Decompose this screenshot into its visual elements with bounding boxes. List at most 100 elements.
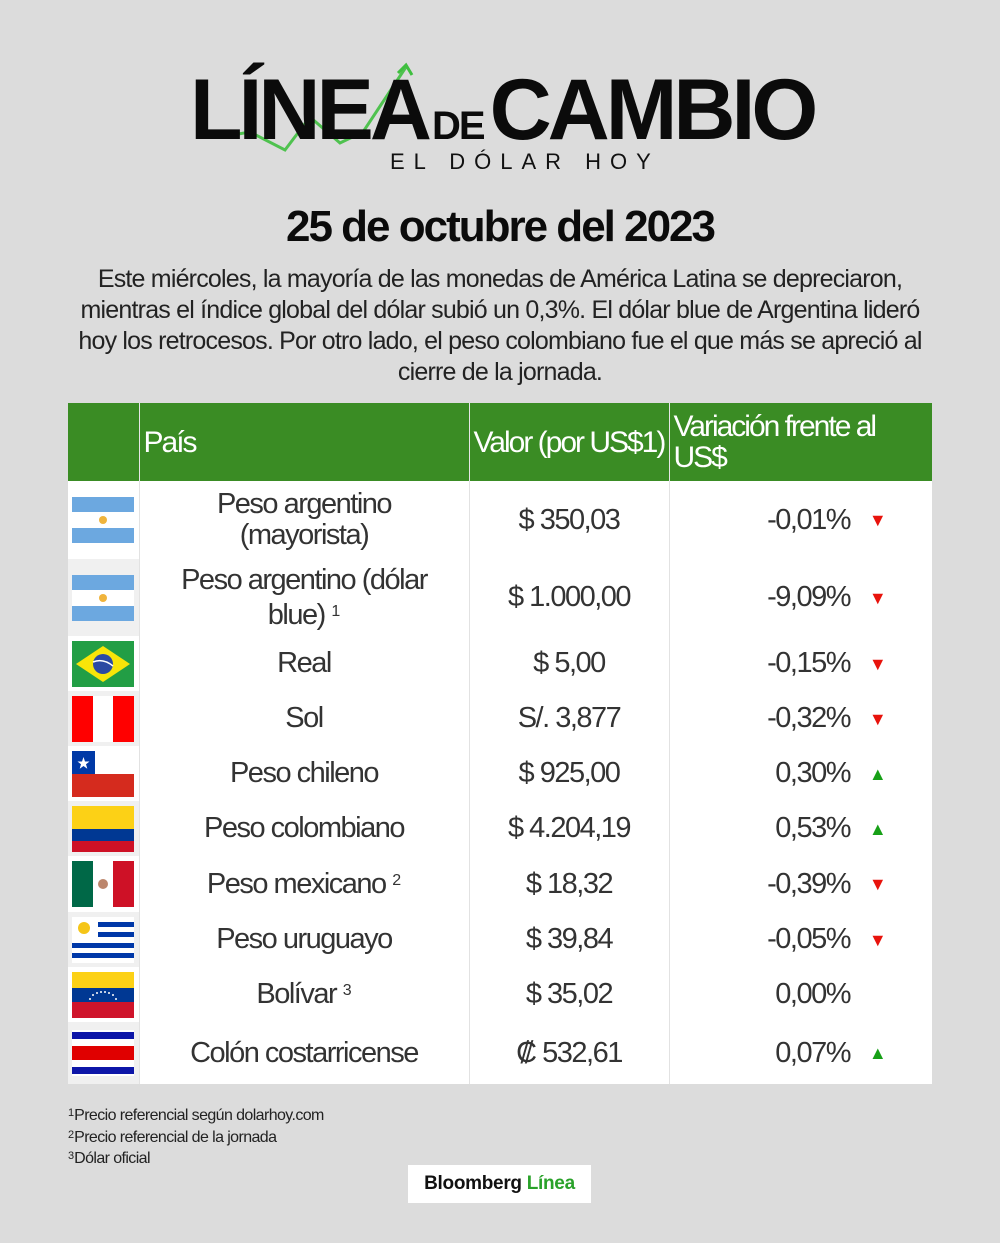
column-header-country: País [138, 403, 469, 481]
variation-cell: -0,32% ▼ [668, 691, 932, 746]
down-arrow-icon: ▼ [868, 653, 887, 674]
logo-title: LÍNEA DECAMBIO [190, 67, 818, 153]
currency-value: $ 350,03 [468, 481, 669, 559]
flag-cell [68, 856, 139, 912]
summary-text: Este miércoles, la mayoría de las moneda… [78, 265, 922, 386]
flag-cell [68, 967, 139, 1022]
footnote-1: 1Precio referencial según dolarhoy.com [68, 1107, 324, 1124]
logo-word-linea: LÍNEA [190, 62, 432, 158]
currency-value: $ 35,02 [468, 967, 669, 1022]
table-row: Peso argentino (dólar blue) 1 $ 1.000,00… [68, 559, 932, 636]
table-row: Peso argentino (mayorista) $ 350,03 -0,0… [68, 481, 932, 559]
variation-cell: 0,30% ▲ [668, 746, 932, 801]
mexico-flag-icon [72, 861, 135, 907]
up-arrow-icon: ▲ [868, 763, 887, 784]
up-arrow-icon: ▲ [868, 1043, 887, 1063]
variation-cell: -0,39% ▼ [668, 856, 932, 912]
table-row: Sol S/. 3,877 -0,32% ▼ [68, 691, 932, 746]
colombia-flag-icon [72, 805, 135, 852]
down-arrow-icon: ▼ [868, 510, 887, 530]
currency-value: $ 39,84 [468, 912, 669, 967]
peru-flag-icon [72, 695, 135, 742]
uruguay-flag-icon [72, 916, 135, 963]
currency-value: ₡ 532,61 [468, 1022, 669, 1084]
footnote-3: 3Dólar oficial [68, 1150, 151, 1167]
variation-cell: 0,53% ▲ [668, 801, 932, 856]
variation-cell: 0,00% [668, 967, 932, 1022]
currency-value: $ 925,00 [468, 746, 669, 801]
flag-cell [68, 559, 139, 636]
flag-cell [68, 481, 139, 559]
currency-name: Colón costarricense [138, 1022, 469, 1084]
currency-name: Peso argentino (dólar blue) 1 [138, 559, 469, 636]
table-row: Real $ 5,00 -0,15% ▼ [68, 636, 932, 691]
currency-value: $ 4.204,19 [468, 801, 669, 856]
variation-value: -0,32% [767, 702, 851, 734]
venezuela-flag-icon [72, 971, 135, 1018]
variation-value: -0,01% [767, 503, 851, 536]
logo-subtitle: EL DÓLAR HOY [390, 149, 660, 174]
variation-value: -0,39% [767, 867, 851, 900]
footnote-marker: 2 [392, 871, 402, 889]
bloomberg-linea-logo: Bloomberg Línea [408, 1165, 591, 1203]
variation-value: 0,00% [775, 978, 851, 1010]
variation-value: 0,53% [775, 812, 851, 844]
page-date: 25 de octubre del 2023 [286, 202, 716, 251]
variation-value: -9,09% [767, 581, 851, 613]
currency-name: Peso mexicano 2 [138, 856, 469, 912]
currency-value: $ 18,32 [468, 856, 669, 912]
logo-word-de: DE [432, 104, 486, 148]
variation-value: -0,05% [767, 923, 851, 955]
flag-cell [68, 1022, 139, 1084]
exchange-rate-table: País Valor (por US$1) Variación frente a… [68, 403, 932, 1084]
up-arrow-icon: ▲ [868, 818, 887, 839]
flag-cell [68, 636, 139, 691]
argentina-flag-icon [72, 497, 135, 543]
costa-rica-flag-icon [72, 1030, 135, 1076]
table-row: Peso chileno $ 925,00 0,30% ▲ [68, 746, 932, 801]
currency-name: Peso argentino (mayorista) [138, 481, 469, 559]
table-row: Peso colombiano $ 4.204,19 0,53% ▲ [68, 801, 932, 856]
currency-value: $ 5,00 [468, 636, 669, 691]
table-row: Peso mexicano 2 $ 18,32 -0,39% ▼ [68, 856, 932, 912]
flag-cell [68, 691, 139, 746]
variation-cell: -0,05% ▼ [668, 912, 932, 967]
footnotes: 1Precio referencial según dolarhoy.com 2… [68, 1104, 324, 1169]
currency-name: Sol [138, 691, 469, 746]
brand-name: Bloomberg [424, 1173, 522, 1194]
variation-value: 0,30% [775, 757, 851, 789]
chile-flag-icon [72, 750, 135, 797]
down-arrow-icon: ▼ [868, 708, 887, 729]
currency-value: S/. 3,877 [468, 691, 669, 746]
currency-name: Peso uruguayo [138, 912, 469, 967]
variation-cell: -0,01% ▼ [668, 481, 932, 559]
currency-name: Peso colombiano [138, 801, 469, 856]
trend-line-icon [219, 62, 414, 152]
variation-cell: 0,07% ▲ [668, 1022, 932, 1084]
currency-name: Bolívar 3 [138, 967, 469, 1022]
down-arrow-icon: ▼ [868, 929, 887, 950]
flag-cell [68, 746, 139, 801]
argentina-flag-icon [72, 574, 135, 621]
variation-cell: -0,15% ▼ [668, 636, 932, 691]
flag-cell [68, 801, 139, 856]
brazil-flag-icon [72, 640, 135, 687]
column-header-flag [68, 403, 139, 481]
table-header-row: País Valor (por US$1) Variación frente a… [68, 403, 932, 481]
variation-cell: -9,09% ▼ [668, 559, 932, 636]
down-arrow-icon: ▼ [868, 874, 887, 894]
footnote-2: 2Precio referencial de la jornada [68, 1128, 277, 1146]
table-row: Colón costarricense ₡ 532,61 0,07% ▲ [68, 1022, 932, 1084]
table-row: Bolívar 3 $ 35,02 0,00% [68, 967, 932, 1022]
logo-word-cambio: CAMBIO [489, 62, 819, 158]
table-row: Peso uruguayo $ 39,84 -0,05% ▼ [68, 912, 932, 967]
footnote-marker: 3 [342, 982, 352, 999]
currency-name: Peso chileno [138, 746, 469, 801]
column-header-variation: Variación frente al US$ [668, 403, 932, 481]
line-de-cambio-logo: LÍNEA DECAMBIO EL DÓLAR HOY [190, 55, 850, 175]
variation-value: 0,07% [775, 1036, 851, 1069]
footnote-marker: 1 [331, 602, 341, 620]
currency-value: $ 1.000,00 [468, 559, 669, 636]
variation-value: -0,15% [767, 647, 851, 679]
brand-accent: Línea [526, 1173, 575, 1194]
